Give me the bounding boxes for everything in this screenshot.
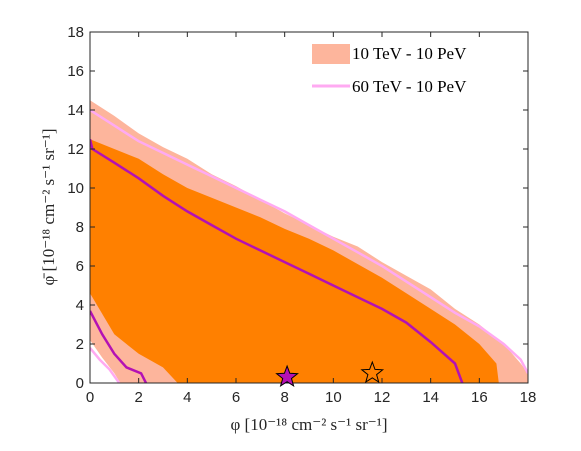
y-tick-label: 10 [67,180,84,197]
legend-swatch-10tev [312,44,350,64]
y-tick-label: 12 [67,141,84,158]
y-axis-label: φ̄ [10⁻¹⁸ cm⁻² s⁻¹ sr⁻¹] [39,128,58,285]
line-60tev-outer-lower [90,347,121,383]
x-tick-label: 10 [325,389,342,406]
y-tick-label: 14 [67,102,84,119]
markers [275,360,385,388]
axis-ticks: 0 2 4 6 8 10 12 14 16 18 0 2 4 6 8 10 12 14 16 18 [67,24,536,406]
y-tick-label: 18 [67,24,84,41]
y-tick-label: 4 [76,297,84,314]
y-tick-label: 8 [76,219,84,236]
y-tick-label: 16 [67,63,84,80]
x-tick-label: 12 [374,389,391,406]
star-marker-2 [360,360,385,384]
x-tick-label: 18 [520,389,537,406]
line-60tev-inner-upper [90,138,464,383]
x-tick-label: 8 [280,389,288,406]
region-10tev-inner [90,139,499,383]
y-tick-label: 2 [76,336,84,353]
x-tick-label: 2 [134,389,142,406]
x-tick-label: 0 [86,389,94,406]
legend-label-60tev: 60 TeV - 10 PeV [352,77,467,96]
x-axis-label: φ [10⁻¹⁸ cm⁻² s⁻¹ sr⁻¹] [230,415,387,434]
plot-frame [89,31,529,384]
x-tick-label: 4 [183,389,191,406]
x-tick-label: 16 [471,389,488,406]
line-60tev-inner-lower [90,310,148,383]
plot-area [90,100,528,383]
x-tick-label: 14 [422,389,439,406]
legend: 10 TeV - 10 PeV 60 TeV - 10 PeV [312,44,467,96]
y-tick-label: 6 [76,258,84,275]
x-tick-label: 6 [232,389,240,406]
line-60tev-outer-upper [90,108,528,374]
legend-label-10tev: 10 TeV - 10 PeV [352,44,467,63]
y-tick-label: 0 [76,375,84,392]
star-marker-1 [275,364,299,388]
